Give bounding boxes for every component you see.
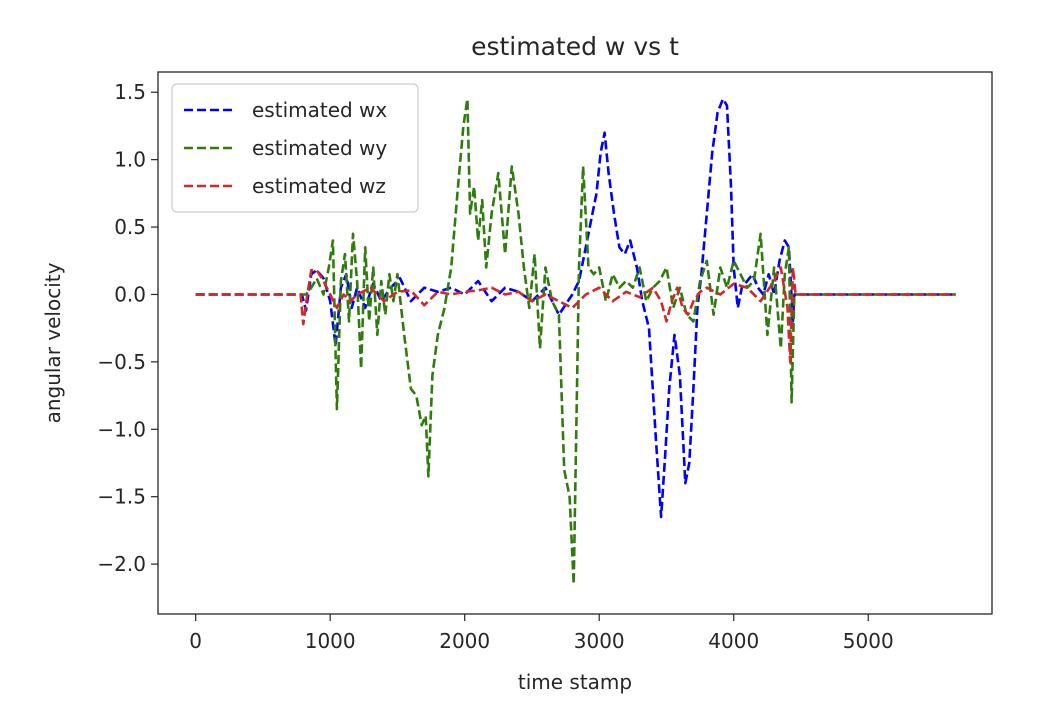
- y-tick-label: −1.5: [97, 485, 146, 509]
- y-axis-label: angular velocity: [41, 262, 65, 423]
- y-tick-label: 0.0: [114, 282, 146, 306]
- y-tick-label: 0.5: [114, 215, 146, 239]
- legend-label-3: estimated wz: [252, 174, 386, 198]
- series-layer: [195, 97, 956, 586]
- y-tick-label: 1.5: [114, 80, 146, 104]
- x-tick-label: 2000: [439, 629, 490, 653]
- x-tick-label: 5000: [843, 629, 894, 653]
- y-tick-label: −2.0: [97, 552, 146, 576]
- series-line-3: [195, 266, 956, 364]
- series-line-2: [195, 97, 956, 586]
- plot-area: [157, 71, 993, 615]
- y-axis: 1.5 1.0 0.5 0.0 −0.5 −1.0 −1.5 −2.0: [97, 80, 158, 576]
- x-tick-label: 4000: [708, 629, 759, 653]
- legend-label-1: estimated wx: [252, 98, 387, 122]
- chart-title: estimated w vs t: [471, 32, 679, 61]
- legend: estimated wx estimated wy estimated wz: [171, 83, 419, 213]
- y-tick-label: −0.5: [97, 350, 146, 374]
- y-tick-label: 1.0: [114, 148, 146, 172]
- x-axis-label: time stamp: [518, 670, 632, 694]
- x-tick-label: 1000: [305, 629, 356, 653]
- y-tick-label: −1.0: [97, 417, 146, 441]
- legend-label-2: estimated wy: [252, 136, 387, 160]
- plot-frame: [157, 71, 993, 615]
- x-tick-label: 0: [189, 629, 202, 653]
- legend-box: [171, 83, 419, 213]
- x-tick-label: 3000: [574, 629, 625, 653]
- x-axis: 0 1000 2000 3000 4000 5000: [189, 614, 894, 653]
